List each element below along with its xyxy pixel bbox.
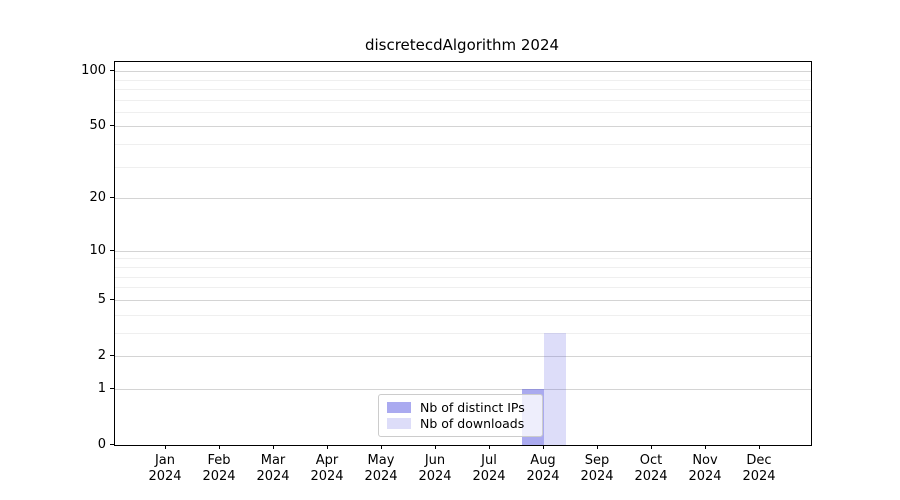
y-tick-mark [110, 298, 114, 300]
legend-swatch-downloads [387, 418, 411, 430]
x-tick-label: Jun 2024 [418, 453, 452, 484]
x-tick-mark [543, 445, 544, 449]
y-tick-label: 5 [97, 291, 106, 307]
y-tick-label: 2 [97, 347, 106, 363]
y-tick-label: 50 [89, 118, 106, 134]
y-tick-mark [110, 125, 114, 127]
x-tick-label: Oct 2024 [634, 453, 668, 484]
x-tick-label: Sep 2024 [580, 453, 614, 484]
x-tick-label: Nov 2024 [688, 453, 722, 484]
gridline-major [115, 126, 811, 128]
y-tick-label: 0 [97, 437, 106, 452]
gridline-minor [115, 314, 811, 316]
x-tick-mark [381, 445, 382, 449]
x-tick-label: Aug 2024 [526, 453, 560, 484]
x-tick-mark [489, 445, 490, 449]
x-tick-mark [705, 445, 706, 449]
gridline-minor [115, 88, 811, 90]
gridline-minor [115, 332, 811, 334]
x-tick-label: Feb 2024 [202, 453, 236, 484]
y-tick-mark [110, 197, 114, 199]
y-tick-label: 10 [89, 242, 106, 258]
x-tick-mark [651, 445, 652, 449]
y-tick-mark [110, 70, 114, 72]
gridline-major [115, 355, 811, 357]
x-tick-mark [165, 445, 166, 449]
plot-area [114, 61, 812, 446]
gridline-minor [115, 266, 811, 268]
x-tick-label: Jan 2024 [148, 453, 182, 484]
x-tick-label: Mar 2024 [256, 453, 290, 484]
y-tick-mark [110, 354, 114, 356]
legend-label-downloads: Nb of downloads [420, 416, 525, 432]
gridline-minor [115, 287, 811, 289]
x-tick-mark [327, 445, 328, 449]
x-tick-mark [759, 445, 760, 449]
gridline-minor [115, 99, 811, 101]
gridline-major [115, 388, 811, 390]
x-tick-mark [219, 445, 220, 449]
chart-title: discretecdAlgorithm 2024 [364, 36, 560, 54]
y-tick-mark [110, 249, 114, 251]
gridline-major [115, 299, 811, 301]
x-tick-label: Jul 2024 [472, 453, 506, 484]
x-tick-label: May 2024 [364, 453, 398, 484]
y-tick-mark [110, 387, 114, 389]
x-tick-mark [597, 445, 598, 449]
x-tick-label: Apr 2024 [310, 453, 344, 484]
gridline-major [115, 250, 811, 252]
x-tick-mark [273, 445, 274, 449]
y-tick-label: 20 [89, 190, 106, 206]
gridline-minor [115, 276, 811, 278]
gridline-major [115, 71, 811, 73]
gridline-major [115, 198, 811, 200]
y-tick-label: 1 [97, 380, 106, 396]
y-tick-label: 100 [81, 63, 106, 79]
legend-label-distinct-ips: Nb of distinct IPs [420, 399, 525, 415]
gridline-minor [115, 144, 811, 146]
legend: Nb of distinct IPs Nb of downloads [378, 394, 543, 437]
legend-swatch-distinct-ips [387, 401, 411, 413]
gridline-minor [115, 166, 811, 168]
gridline-minor [115, 111, 811, 113]
legend-row: Nb of distinct IPs [387, 399, 534, 415]
y-tick-mark [110, 444, 114, 445]
gridline-minor [115, 258, 811, 260]
x-tick-mark [435, 445, 436, 449]
x-tick-label: Dec 2024 [742, 453, 776, 484]
legend-row: Nb of downloads [387, 416, 534, 432]
gridline-minor [115, 79, 811, 81]
bar-downloads [544, 332, 566, 445]
